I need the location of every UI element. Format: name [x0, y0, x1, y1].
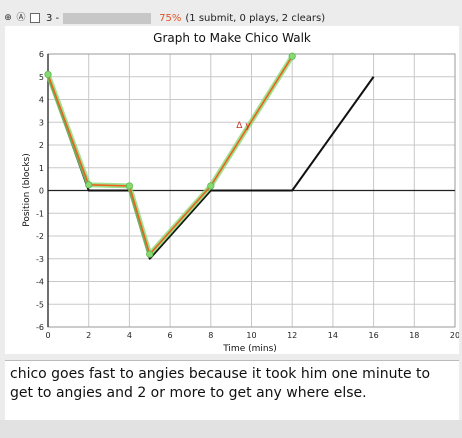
- y-tick-label: 3: [39, 118, 44, 127]
- delta-y-annotation: Δ y: [236, 121, 251, 131]
- data-point: [125, 182, 134, 190]
- x-tick-label: 14: [328, 331, 338, 340]
- data-point: [44, 70, 52, 79]
- y-tick-label: -6: [36, 323, 44, 332]
- y-axis-label: Position (blocks): [22, 153, 32, 227]
- x-tick-label: 4: [127, 331, 132, 340]
- x-tick-label: 20: [450, 331, 459, 340]
- plus-circle-icon[interactable]: ⊕: [4, 13, 12, 23]
- x-tick-label: 0: [45, 331, 50, 340]
- y-tick-label: 5: [39, 73, 44, 82]
- x-tick-label: 12: [287, 331, 297, 340]
- y-tick-label: 4: [39, 96, 44, 105]
- x-tick-label: 10: [246, 331, 256, 340]
- x-tick-label: 2: [86, 331, 91, 340]
- data-point: [146, 250, 154, 258]
- y-tick-label: 6: [39, 50, 44, 59]
- progress-percent: 75%: [159, 12, 182, 24]
- toolbar: ⊕ Ⓐ 3 - 75% (1 submit, 0 plays, 2 clears…: [0, 10, 462, 26]
- series-line: [47, 55, 293, 255]
- status-strip: [0, 420, 462, 438]
- answer-text[interactable]: chico goes fast to angies because it too…: [10, 366, 435, 401]
- data-point: [85, 181, 93, 189]
- position-time-graph[interactable]: Graph to Make Chico Walk 0 2 4 6 8 10 12 14 16 18…: [5, 26, 459, 354]
- graph-panel[interactable]: Graph to Make Chico Walk 0 2 4 6 8 10 12 14 16 18…: [5, 26, 459, 354]
- y-tick-label: -1: [36, 209, 44, 218]
- answer-panel[interactable]: chico goes fast to angies because it too…: [5, 360, 459, 421]
- submission-stats: (1 submit, 0 plays, 2 clears): [185, 12, 326, 24]
- redacted-name: [63, 12, 152, 24]
- y-tick-label: -3: [36, 255, 44, 264]
- x-tick-label: 8: [208, 331, 213, 340]
- y-tick-label: -2: [36, 232, 44, 241]
- y-tick-label: 2: [39, 141, 44, 150]
- x-tick-label: 6: [168, 331, 173, 340]
- data-point: [207, 182, 215, 190]
- data-point: [288, 52, 296, 60]
- item-id: 3 -: [46, 12, 60, 24]
- y-tick-label: -5: [36, 300, 44, 309]
- y-tick-label: -4: [36, 278, 44, 287]
- y-tick-label: 1: [39, 164, 44, 173]
- x-axis-label: Time (mins): [222, 344, 277, 354]
- series: Δ y: [44, 52, 375, 260]
- series-line: [47, 76, 375, 260]
- recycle-icon[interactable]: Ⓐ: [16, 13, 26, 23]
- y-tick-label: 0: [39, 187, 44, 196]
- checkbox-icon[interactable]: [30, 13, 40, 23]
- x-tick-label: 16: [369, 331, 379, 340]
- chart-title: Graph to Make Chico Walk: [153, 31, 311, 45]
- x-tick-label: 18: [409, 331, 419, 340]
